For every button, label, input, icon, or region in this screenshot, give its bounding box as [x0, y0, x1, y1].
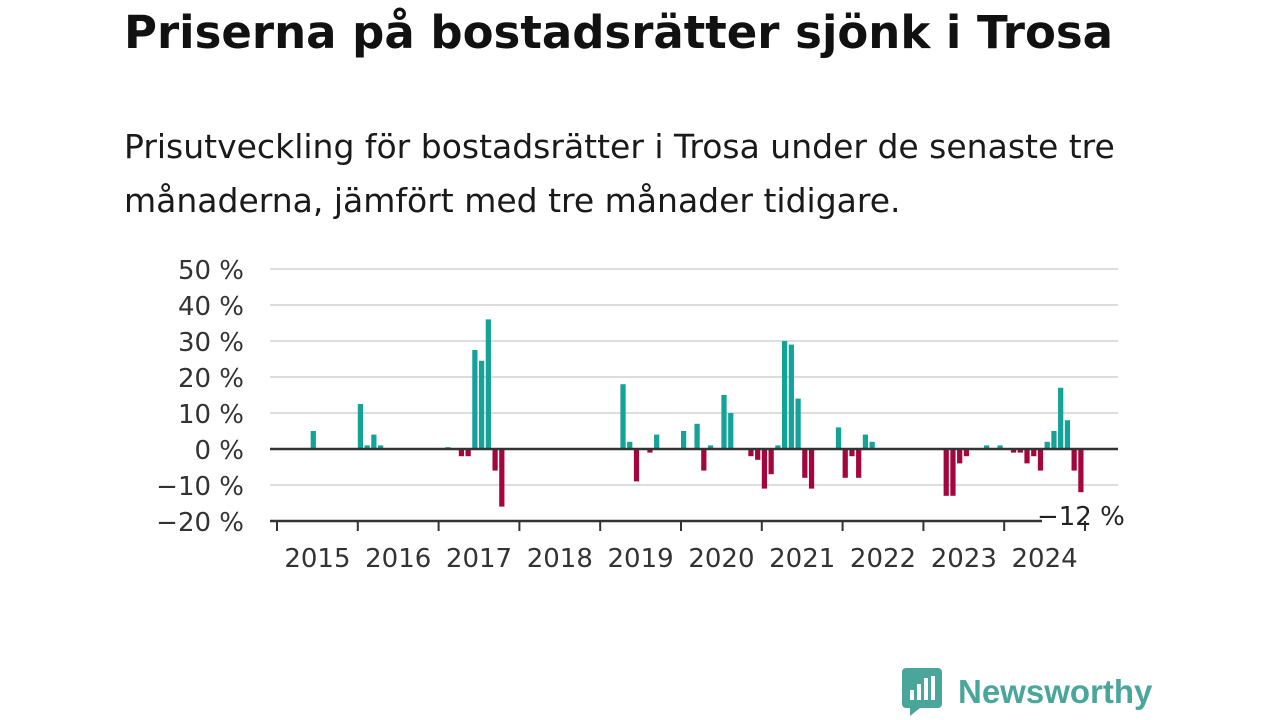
y-tick-label: 0 % [194, 436, 244, 466]
bar [775, 445, 781, 449]
brand-name: Newsworthy [958, 673, 1153, 710]
y-axis-tick-labels: 50 % 40 % 30 % 20 % 10 % 0 % −10 % −20 % [156, 256, 244, 538]
x-tick-label: 2021 [769, 544, 835, 574]
bar [1051, 431, 1057, 449]
bar [768, 449, 774, 475]
bar [1071, 449, 1077, 471]
y-tick-label: −20 % [156, 508, 244, 538]
bar [472, 350, 478, 449]
bar [755, 449, 761, 460]
bar [479, 360, 485, 449]
y-tick-label: 30 % [178, 328, 244, 358]
bar [458, 449, 465, 457]
bar [371, 434, 377, 449]
newsworthy-logo-icon [902, 668, 942, 716]
x-tick-label: 2020 [688, 544, 754, 574]
y-tick-label: 10 % [178, 400, 244, 430]
bar [842, 449, 848, 478]
bar [728, 413, 734, 449]
x-tick-label: 2018 [527, 544, 593, 574]
bar [654, 434, 660, 449]
x-tick-label: 2016 [365, 544, 431, 574]
y-tick-label: 50 % [178, 256, 244, 286]
grid-lines [270, 268, 1118, 486]
bar [856, 449, 862, 478]
bar [310, 431, 316, 449]
bar [694, 423, 700, 449]
bar [802, 449, 808, 478]
bar [1010, 449, 1017, 453]
bar [950, 449, 956, 496]
bar [465, 449, 471, 457]
bar [707, 445, 714, 449]
bar [1037, 449, 1044, 471]
chart-title: Priserna på bostadsrätter sjönk i Trosa [124, 6, 1114, 59]
y-tick-label: 20 % [178, 364, 244, 394]
x-tick-label: 2023 [931, 544, 997, 574]
bar [620, 384, 626, 449]
bar [681, 431, 687, 449]
bars [310, 319, 1084, 507]
bar [1044, 441, 1050, 449]
bar [1024, 449, 1030, 464]
bar [748, 449, 754, 457]
bar [378, 445, 384, 449]
bar [957, 449, 963, 464]
bar [761, 449, 768, 489]
bar [808, 449, 815, 489]
x-axis-ticks: 2015 2016 2017 2018 2019 2020 2021 2022 2023 2024 [276, 521, 1086, 574]
bar [795, 398, 801, 449]
newsworthy-brand: Newsworthy [902, 668, 1153, 716]
bar [1017, 449, 1023, 453]
bar [835, 427, 842, 449]
bar [499, 449, 505, 507]
y-tick-label: −10 % [156, 472, 244, 502]
bar [1064, 420, 1071, 449]
bar [701, 449, 707, 471]
bar [492, 449, 498, 471]
bar [633, 449, 640, 482]
x-tick-label: 2022 [850, 544, 916, 574]
bar [721, 395, 727, 449]
bar [849, 449, 855, 457]
x-tick-label: 2019 [608, 544, 674, 574]
bar [364, 445, 370, 449]
bar [963, 449, 970, 457]
bar [782, 341, 788, 449]
bar [1078, 449, 1084, 493]
bar [485, 319, 491, 449]
bar [1058, 387, 1064, 449]
x-tick-label: 2015 [284, 544, 350, 574]
bar [997, 445, 1003, 449]
x-tick-label: 2017 [446, 544, 512, 574]
bar-chart: 50 %40 %30 %20 %10 %0 %−10 %−20 % 2015 20… [156, 256, 1125, 574]
bar [627, 441, 633, 449]
bar [869, 441, 875, 449]
bar [943, 449, 949, 496]
y-tick-label: 40 % [178, 292, 244, 322]
bar [647, 449, 653, 453]
bar [862, 434, 869, 449]
x-tick-label: 2024 [1012, 544, 1078, 574]
chart-subtitle: Prisutveckling för bostadsrätter i Trosa… [124, 127, 1115, 220]
last-value-label: −12 % [1037, 502, 1125, 532]
bar [984, 445, 990, 449]
bar [357, 404, 364, 449]
bar [1031, 449, 1037, 457]
bar [788, 344, 794, 449]
